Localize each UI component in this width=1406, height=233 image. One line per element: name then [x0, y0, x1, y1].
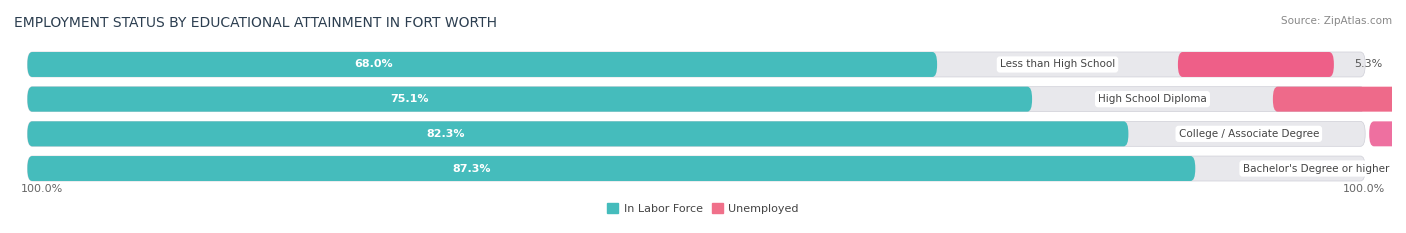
Text: 82.3%: 82.3% [426, 129, 465, 139]
FancyBboxPatch shape [28, 121, 1129, 146]
FancyBboxPatch shape [28, 52, 938, 77]
FancyBboxPatch shape [28, 156, 1195, 181]
Text: 100.0%: 100.0% [1343, 184, 1385, 194]
Text: High School Diploma: High School Diploma [1098, 94, 1206, 104]
Text: College / Associate Degree: College / Associate Degree [1178, 129, 1319, 139]
Text: 5.3%: 5.3% [1354, 59, 1382, 69]
Text: 75.1%: 75.1% [389, 94, 429, 104]
FancyBboxPatch shape [28, 121, 1365, 146]
Text: Source: ZipAtlas.com: Source: ZipAtlas.com [1281, 16, 1392, 26]
FancyBboxPatch shape [28, 156, 1365, 181]
FancyBboxPatch shape [28, 87, 1032, 112]
Legend: In Labor Force, Unemployed: In Labor Force, Unemployed [603, 199, 803, 218]
FancyBboxPatch shape [28, 52, 1365, 77]
FancyBboxPatch shape [1272, 87, 1406, 112]
FancyBboxPatch shape [1369, 121, 1406, 146]
FancyBboxPatch shape [1178, 52, 1334, 77]
Text: 100.0%: 100.0% [21, 184, 63, 194]
Text: Less than High School: Less than High School [1000, 59, 1115, 69]
Text: 87.3%: 87.3% [451, 164, 491, 174]
FancyBboxPatch shape [28, 87, 1365, 112]
Text: Bachelor's Degree or higher: Bachelor's Degree or higher [1243, 164, 1389, 174]
Text: EMPLOYMENT STATUS BY EDUCATIONAL ATTAINMENT IN FORT WORTH: EMPLOYMENT STATUS BY EDUCATIONAL ATTAINM… [14, 16, 498, 30]
Text: 68.0%: 68.0% [354, 59, 392, 69]
